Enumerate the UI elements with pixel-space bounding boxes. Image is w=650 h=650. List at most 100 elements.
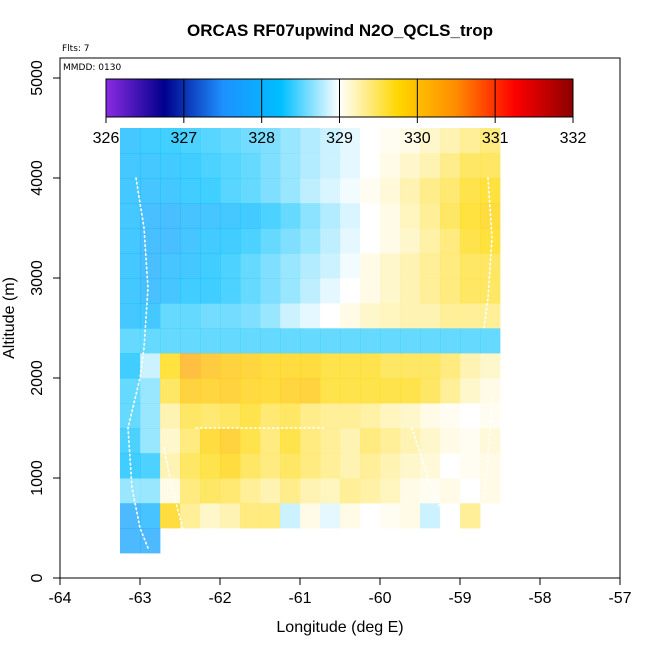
heatmap-cell	[220, 453, 241, 479]
x-tick-label: -62	[208, 590, 231, 607]
heatmap-cell	[120, 153, 141, 179]
heatmap-cell	[160, 428, 181, 454]
heatmap-cell	[220, 253, 241, 279]
heatmap-cell	[320, 303, 341, 329]
x-tick-label: -57	[608, 590, 631, 607]
heatmap-cell	[360, 303, 381, 329]
heatmap-cell	[340, 128, 361, 154]
heatmap-cell	[280, 428, 301, 454]
x-tick-label: -63	[128, 590, 151, 607]
x-tick-label: -59	[448, 590, 471, 607]
heatmap-cell	[440, 178, 461, 204]
flight-track	[411, 427, 461, 554]
heatmap-cell	[480, 478, 501, 504]
heatmap-cell	[460, 253, 481, 279]
heatmap-cell	[180, 178, 201, 204]
heatmap-cell	[220, 128, 241, 154]
heatmap-cell	[460, 378, 481, 404]
y-tick-label: 3000	[29, 260, 46, 296]
heatmap-cell	[140, 178, 161, 204]
x-axis-label: Longitude (deg E)	[276, 619, 403, 636]
heatmap-cell	[240, 328, 261, 354]
heatmap-cell	[240, 503, 261, 529]
heatmap-cell	[360, 153, 381, 179]
heatmap-cell	[340, 278, 361, 304]
heatmap-cell	[200, 378, 221, 404]
heatmap-cell	[420, 453, 441, 479]
heatmap-cell	[320, 228, 341, 254]
heatmap-cell	[260, 153, 281, 179]
heatmap-cell	[320, 178, 341, 204]
heatmap-cell	[220, 428, 241, 454]
heatmap-cell	[440, 128, 461, 154]
heatmap-cell	[240, 253, 261, 279]
heatmap-cell	[200, 403, 221, 429]
heatmap-cell	[480, 378, 501, 404]
heatmap-cell	[220, 228, 241, 254]
heatmap-cell	[300, 403, 321, 429]
heatmap-cell	[280, 328, 301, 354]
heatmap-cell	[160, 353, 181, 379]
flight-tracks	[127, 177, 493, 554]
heatmap-cell	[200, 453, 221, 479]
heatmap-cell	[280, 178, 301, 204]
heatmap-cell	[300, 203, 321, 229]
heatmap-cell	[120, 428, 141, 454]
heatmap-cell	[260, 303, 281, 329]
heatmap-cell	[440, 378, 461, 404]
heatmap-cell	[320, 153, 341, 179]
colorbar-tick-label: 331	[482, 130, 509, 147]
y-axis: 0 1000 2000 3000 4000 5000	[29, 60, 60, 582]
heatmap-cell	[380, 503, 401, 529]
heatmap-cell	[480, 453, 501, 479]
heatmap-cell	[300, 228, 321, 254]
heatmap-cell	[240, 178, 261, 204]
heatmap-cell	[480, 303, 501, 329]
y-tick-label: 2000	[29, 360, 46, 396]
heatmap-cell	[220, 328, 241, 354]
heatmap-cell	[440, 153, 461, 179]
heatmap-cell	[180, 203, 201, 229]
heatmap-cell	[420, 203, 441, 229]
heatmap-cell	[180, 328, 201, 354]
heatmap-cell	[420, 328, 441, 354]
heatmap-cell	[360, 478, 381, 504]
colorbar-tick-label: 327	[170, 130, 197, 147]
heatmap-cell	[400, 378, 421, 404]
heatmap-cell	[400, 203, 421, 229]
heatmap-cell	[280, 403, 301, 429]
heatmap-cell	[240, 403, 261, 429]
heatmap-cell	[120, 128, 141, 154]
heatmap-cell	[420, 128, 441, 154]
heatmap-cell	[200, 128, 221, 154]
heatmap-cell	[180, 303, 201, 329]
heatmap-cell	[200, 303, 221, 329]
flight-track	[163, 447, 189, 549]
colorbar-tick-label: 328	[248, 130, 275, 147]
heatmap-cell	[300, 453, 321, 479]
heatmap-cell	[420, 403, 441, 429]
heatmap-cell	[340, 253, 361, 279]
heatmap-cell	[400, 503, 421, 529]
heatmap-cell	[360, 503, 381, 529]
heatmap-cell	[460, 153, 481, 179]
heatmap-cell	[280, 153, 301, 179]
heatmap-cell	[140, 253, 161, 279]
heatmap-cell	[440, 478, 461, 504]
heatmap-cell	[280, 253, 301, 279]
heatmap-cell	[460, 428, 481, 454]
heatmap-cell	[160, 278, 181, 304]
colorbar-tick-label: 326	[93, 130, 120, 147]
heatmap-cell	[300, 328, 321, 354]
heatmap-cell	[460, 453, 481, 479]
heatmap-cell	[300, 278, 321, 304]
heatmap-cell	[360, 378, 381, 404]
y-axis-label: Altitude (m)	[1, 277, 18, 359]
heatmap-cell	[380, 403, 401, 429]
heatmap-cell	[420, 178, 441, 204]
heatmap-cell	[480, 153, 501, 179]
heatmap-cell	[140, 153, 161, 179]
heatmap-cell	[260, 228, 281, 254]
heatmap-cell	[300, 478, 321, 504]
heatmap-cell	[440, 403, 461, 429]
